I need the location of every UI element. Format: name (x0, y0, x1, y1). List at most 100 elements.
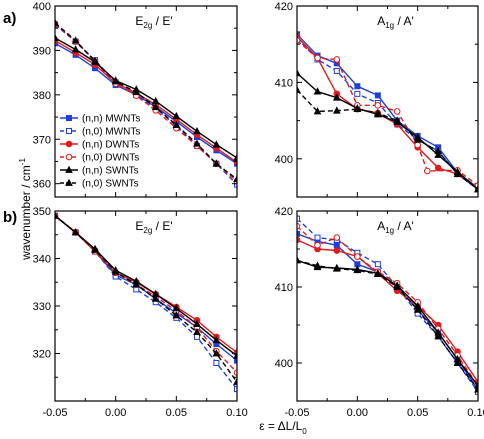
data-point-5-8 (453, 169, 462, 177)
series-line-2 (55, 39, 237, 163)
legend-marker (66, 128, 72, 134)
data-point-4-0 (297, 68, 301, 77)
panel-title: E2g / E' (135, 219, 172, 235)
series-line-3 (297, 39, 478, 187)
legend-entry: (n,n) SWNTs (60, 166, 139, 177)
legend-label: (n,0) DWNTs (82, 153, 139, 164)
data-point-1-4 (374, 261, 381, 268)
series-line-0 (55, 42, 237, 165)
plot-frame (296, 210, 479, 402)
series-line-5 (297, 89, 478, 190)
data-point-5-5 (393, 282, 401, 290)
data-point-1-3 (354, 90, 361, 97)
y-tick-label: 410 (275, 282, 293, 294)
series-line-1 (297, 218, 478, 393)
data-point-4-6 (172, 304, 181, 312)
data-point-5-4 (132, 87, 141, 96)
data-point-1-9 (234, 181, 237, 188)
data-point-3-4 (374, 102, 382, 109)
chart-panel-a-left: 360 370 380 390 400 E2g / E' (33, 1, 238, 198)
data-point-5-7 (434, 146, 443, 155)
chart-panel-b-left: 320 330 340 350 -0.05 0.00 0.05 0.10 E2g / E' (33, 206, 248, 419)
chart-panel-b-right: 400 410 420 -0.05 0.00 0.05 0.10 A1g / A' (275, 206, 484, 419)
data-point-5-1 (71, 228, 80, 236)
data-point-5-3 (111, 267, 120, 275)
data-point-0-2 (333, 242, 340, 249)
data-point-4-2 (332, 93, 341, 101)
data-point-1-0 (297, 215, 300, 222)
data-point-0-0 (297, 230, 300, 237)
x-tick-label: -0.05 (42, 407, 67, 419)
panel-title: E2g / E' (135, 14, 172, 30)
data-point-4-9 (233, 351, 237, 359)
data-point-4-1 (313, 87, 322, 95)
data-point-3-1 (314, 54, 321, 62)
data-point-5-0 (55, 211, 59, 219)
row-label-b: b) (3, 209, 17, 226)
y-tick-label: 350 (33, 206, 51, 218)
legend-entry: (n,0) MWNTs (60, 127, 140, 138)
data-point-5-2 (332, 264, 341, 272)
x-tick-label: 0.10 (467, 407, 484, 419)
series-line-5 (297, 259, 478, 391)
data-point-3-1 (314, 241, 321, 249)
y-tick-label: 400 (275, 358, 293, 370)
row-label-a: a) (3, 10, 16, 27)
data-point-5-4 (374, 269, 382, 277)
series-line-5 (55, 215, 237, 383)
data-point-3-5 (393, 108, 401, 115)
data-point-4-8 (212, 335, 221, 344)
y-tick-label: 410 (275, 77, 293, 89)
series-line-3 (297, 225, 478, 387)
data-point-3-2 (333, 56, 341, 63)
panel-title: A1g / A' (377, 14, 414, 30)
data-point-4-9 (233, 153, 237, 161)
data-point-1-1 (314, 234, 321, 241)
legend-marker (65, 165, 73, 173)
series-line-4 (55, 215, 237, 357)
data-point-5-5 (393, 116, 401, 124)
legend-label: (n,n) DWNTs (82, 140, 139, 151)
legend-label: (n,n) SWNTs (82, 166, 139, 177)
data-point-4-6 (172, 111, 181, 120)
panel-title: A1g / A' (377, 219, 414, 235)
series-line-5 (55, 22, 237, 180)
y-axis-label: wavenumber / cm-1 (18, 158, 33, 261)
y-tick-label: 360 (33, 179, 51, 191)
data-point-0-9 (234, 357, 237, 364)
legend-label: (n,n) MWNTs (82, 114, 140, 125)
series-line-0 (297, 33, 478, 189)
data-point-5-7 (193, 139, 201, 147)
chart-panel-a-right: 400 410 420 A1g / A' (275, 1, 479, 198)
legend-marker (65, 178, 73, 186)
data-point-5-9 (474, 385, 478, 393)
data-point-5-2 (332, 106, 341, 114)
data-point-5-2 (91, 56, 99, 64)
y-tick-label: 340 (33, 254, 51, 266)
legend-marker (65, 140, 73, 148)
data-point-5-8 (212, 159, 221, 167)
data-point-5-9 (233, 174, 237, 183)
series-group (297, 31, 478, 193)
data-point-2-7 (434, 164, 442, 172)
data-point-2-2 (333, 247, 341, 254)
series-group (55, 211, 237, 393)
series-group (55, 18, 237, 188)
x-tick-label: 0.05 (166, 407, 187, 419)
x-axis-label: ε = ΔL/L0 (259, 419, 307, 436)
data-point-5-1 (71, 36, 80, 44)
data-point-5-6 (172, 311, 181, 319)
data-point-4-0 (55, 33, 59, 41)
legend-label: (n,0) SWNTs (82, 179, 139, 190)
data-point-1-8 (213, 360, 220, 366)
y-tick-label: 370 (33, 134, 51, 146)
data-point-5-1 (313, 261, 322, 269)
legend-entry: (n,0) DWNTs (60, 153, 139, 164)
data-point-4-7 (434, 150, 443, 158)
legend-marker (66, 115, 72, 121)
data-point-5-6 (413, 135, 422, 143)
y-tick-label: 330 (33, 301, 51, 313)
x-tick-label: 0.10 (226, 407, 247, 419)
series-line-4 (297, 259, 478, 387)
